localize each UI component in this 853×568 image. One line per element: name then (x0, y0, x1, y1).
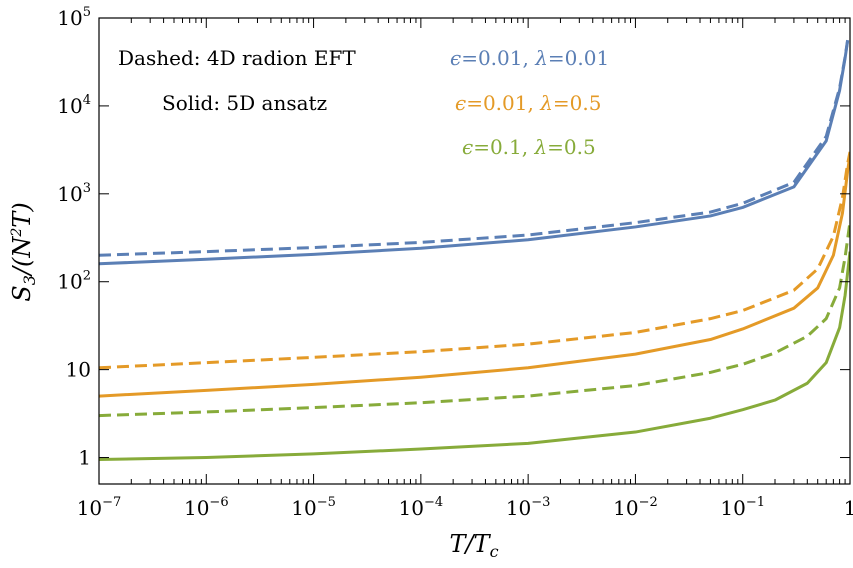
series-line-3-solid (99, 154, 850, 398)
plot-frame (98, 17, 851, 485)
x-tick-label: 10−5 (291, 495, 336, 520)
x-tick-label: 10−2 (613, 495, 658, 520)
series-line-1-solid (99, 40, 850, 266)
tick-layer (98, 17, 851, 484)
series-line-2-dashed (99, 39, 850, 257)
y-tick-label: 102 (57, 269, 91, 294)
legend-entry-1: ϵ=0.01, λ=0.01 (450, 46, 609, 70)
annotation-dashed: Dashed: 4D radion EFT (118, 46, 356, 70)
x-tick-label: 10−4 (399, 495, 444, 520)
y-tick-label: 104 (57, 93, 91, 118)
series-layer (99, 39, 850, 461)
y-axis-title: S3/(N2T) (8, 202, 39, 301)
series-line-4-dashed (99, 151, 850, 370)
tick-label-layer: 10−7 10−6 10−5 10−4 10−3 10−2 10−1 1 1 10 102 103 10… (57, 5, 853, 520)
y-tick-label: 10 (66, 358, 91, 382)
annotation-solid: Solid: 5D ansatz (162, 91, 327, 115)
legend: ϵ=0.01, λ=0.01 ϵ=0.01, λ=0.5 ϵ=0.1, λ=0.5 (450, 46, 609, 159)
y-tick-label: 105 (57, 5, 91, 30)
legend-entry-2: ϵ=0.01, λ=0.5 (455, 91, 601, 115)
x-axis-title: T/Tc (449, 530, 498, 561)
y-tick-label: 103 (57, 181, 91, 206)
series-line-5-solid (99, 251, 850, 461)
x-tick-label: 1 (844, 496, 853, 520)
x-tick-label: 10−1 (720, 495, 765, 520)
legend-entry-3: ϵ=0.1, λ=0.5 (462, 135, 596, 159)
y-tick-label: 1 (78, 446, 91, 470)
series-line-6-dashed (99, 221, 850, 418)
x-tick-label: 10−6 (184, 495, 229, 520)
x-tick-label: 10−7 (77, 495, 122, 520)
x-tick-label: 10−3 (506, 495, 551, 520)
